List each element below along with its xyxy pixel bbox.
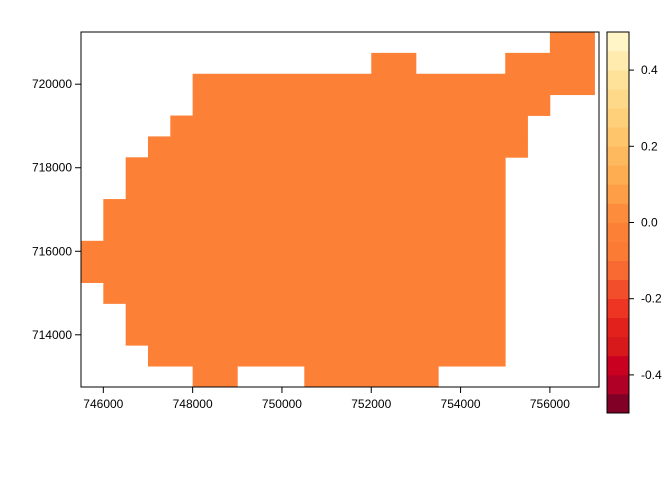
x-tick-label: 748000 [173, 397, 213, 411]
legend-swatch [607, 32, 629, 52]
legend-tick-label: 0.2 [641, 139, 658, 153]
legend-swatch [607, 203, 629, 223]
legend-swatch [607, 70, 629, 90]
legend-swatch [607, 241, 629, 261]
legend-swatch [607, 260, 629, 280]
legend-swatch [607, 336, 629, 357]
legend-swatch [607, 184, 629, 204]
color-legend: -0.4 -0.2 0.0 0.2 0.4 [606, 31, 662, 414]
plot-frame [80, 31, 600, 388]
raster-cell-block [125, 157, 506, 200]
raster-cell-block [170, 115, 528, 137]
legend-tick-label: 0.0 [641, 216, 658, 230]
legend-tick-label: -0.4 [641, 368, 662, 382]
raster-cell-block [505, 52, 595, 75]
legend-swatch [607, 108, 629, 128]
raster-cell-block [549, 32, 595, 43]
legend-swatch [607, 374, 629, 395]
y-axis: 714000 716000 718000 720000 [32, 77, 81, 342]
legend-swatch [607, 355, 629, 376]
raster-cell-block [81, 240, 506, 283]
legend-swatch [607, 165, 629, 185]
legend-swatch [607, 51, 629, 71]
raster-cell-block [192, 73, 595, 85]
raster-cell-block [304, 366, 439, 388]
raster-cell-block [192, 94, 551, 116]
raster-cell-block [192, 84, 595, 96]
legend-swatch [607, 393, 629, 414]
legend-swatch [607, 279, 629, 299]
raster-cell-block [549, 42, 595, 54]
legend-tick-label: -0.2 [641, 292, 662, 306]
legend-swatch [607, 222, 629, 242]
raster-cells [81, 32, 595, 388]
y-tick-label: 716000 [32, 244, 72, 258]
x-tick-label: 750000 [262, 397, 302, 411]
legend-swatch [607, 127, 629, 147]
raster-cell-block [192, 366, 238, 388]
legend-swatch [607, 317, 629, 338]
legend-swatch [607, 298, 629, 319]
raster-cell-block [103, 282, 506, 304]
y-tick-label: 714000 [32, 328, 72, 342]
x-tick-label: 754000 [441, 397, 481, 411]
legend-tick-label: 0.4 [641, 63, 658, 77]
legend-swatch [607, 146, 629, 166]
y-tick-label: 720000 [32, 77, 72, 91]
raster-cell-block [371, 52, 417, 75]
raster-cell-block [147, 345, 506, 367]
x-tick-label: 756000 [530, 397, 570, 411]
raster-cell-block [147, 136, 528, 158]
legend-swatch [607, 89, 629, 109]
raster-cell-block [103, 199, 506, 242]
x-axis: 746000 748000 750000 752000 754000 756000 [83, 387, 570, 411]
x-tick-label: 746000 [83, 397, 123, 411]
x-tick-label: 752000 [351, 397, 391, 411]
y-tick-label: 718000 [32, 161, 72, 175]
raster-cell-block [125, 303, 506, 346]
